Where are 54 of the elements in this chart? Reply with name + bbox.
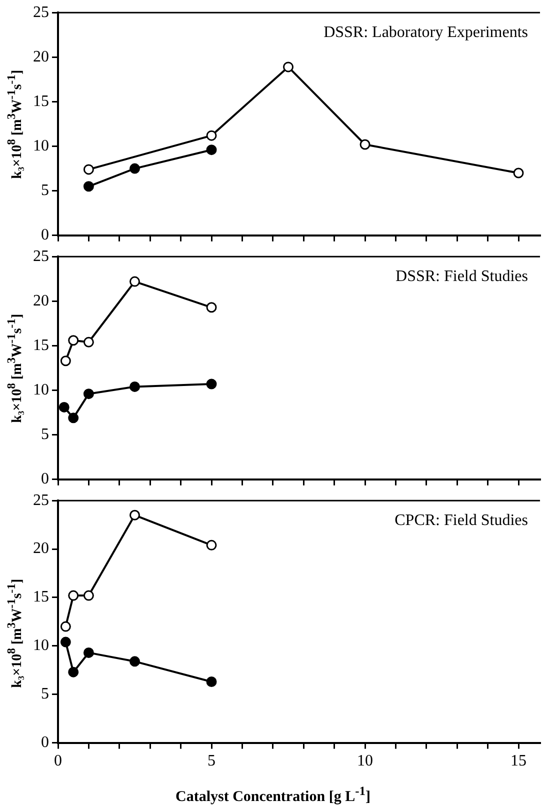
y-tick-label: 5 [41, 686, 49, 703]
point [83, 590, 94, 601]
annotation: CPCR: Field Studies [394, 512, 528, 529]
y-tick-label: 10 [33, 381, 49, 398]
point [60, 636, 71, 648]
annotation: DSSR: Laboratory Experiments [324, 24, 528, 41]
point [206, 676, 217, 688]
y-tick-label: 25 [33, 4, 49, 21]
point [283, 62, 294, 72]
y-tick-label: 10 [33, 637, 49, 654]
point [206, 144, 217, 156]
point [130, 276, 140, 287]
y-tick-label: 20 [33, 48, 49, 66]
point [68, 590, 79, 601]
y-tick-label: 20 [33, 292, 49, 310]
point [206, 540, 217, 550]
x-axis-title: Catalyst Concentration [g L$^{-1}$] [174, 784, 372, 806]
y-tick-label: 0 [41, 734, 49, 752]
point [130, 510, 140, 520]
point [83, 388, 94, 400]
x-tick-label: 15 [510, 752, 527, 770]
y-tick-label: 0 [41, 226, 49, 244]
point [206, 378, 217, 390]
point [83, 647, 94, 658]
x-tick-label: 5 [208, 752, 216, 770]
y-tick-label: 5 [41, 182, 49, 200]
annotation: DSSR: Field Studies [396, 268, 528, 285]
point [68, 666, 79, 678]
point [60, 356, 71, 366]
y-tick-label: 20 [33, 540, 49, 558]
y-tick-label: 15 [33, 588, 49, 606]
x-tick-label: 10 [357, 752, 374, 770]
point [68, 412, 79, 424]
y-tick-label: 15 [33, 92, 49, 110]
point [206, 130, 217, 141]
point [360, 139, 370, 150]
point [83, 164, 94, 175]
point [130, 163, 140, 174]
y-tick-label: 5 [41, 426, 49, 444]
point [83, 181, 94, 192]
y-tick-label: 0 [41, 470, 49, 488]
point [513, 168, 524, 178]
point [206, 302, 217, 313]
x-tick-label: 0 [54, 752, 62, 770]
y-tick-label: 15 [33, 336, 49, 354]
point [83, 336, 94, 348]
point [130, 381, 140, 392]
point [60, 621, 71, 632]
y-tick-label: 10 [33, 137, 49, 154]
y-tick-label: 25 [33, 248, 49, 265]
point [68, 335, 79, 346]
point [130, 656, 140, 667]
point [58, 402, 70, 412]
y-tick-label: 25 [33, 492, 49, 509]
